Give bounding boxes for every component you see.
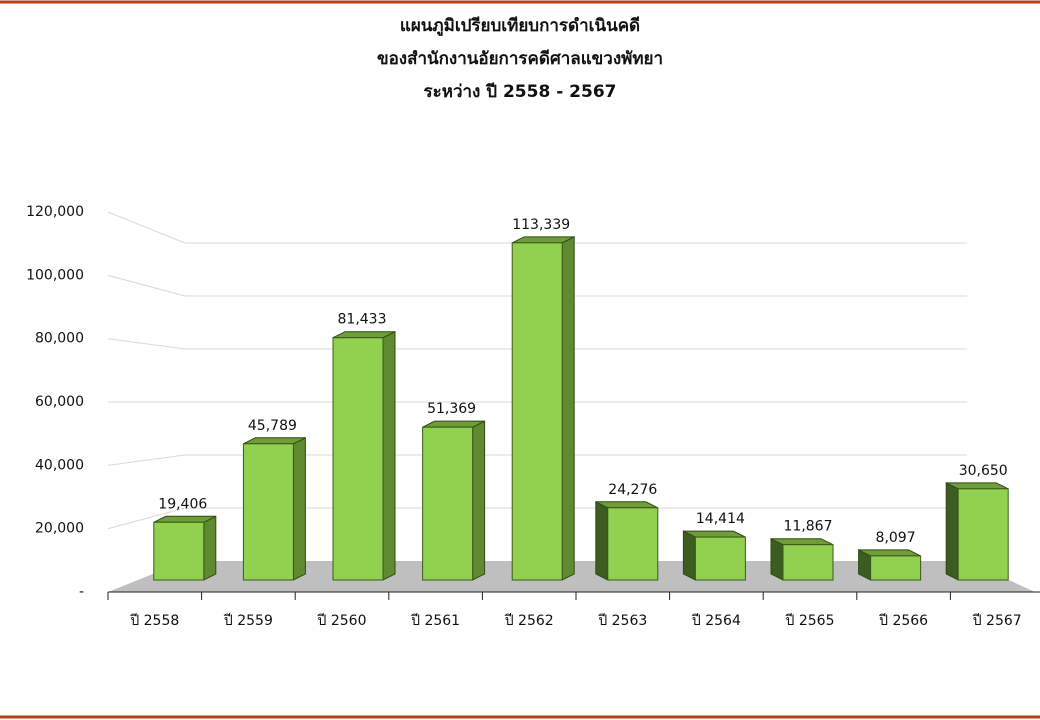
- x-tick-label: ปี 2563: [598, 613, 647, 629]
- bar-side: [292, 436, 306, 581]
- bar: [870, 555, 922, 581]
- grid-line: [107, 211, 186, 244]
- y-tick-label: -: [79, 584, 84, 600]
- x-tick-label: ปี 2562: [504, 613, 553, 629]
- value-label: 81,433: [338, 312, 387, 328]
- y-tick-label: 40,000: [35, 457, 84, 473]
- bar-top: [770, 538, 834, 546]
- bar: [422, 426, 474, 581]
- x-tick-label: ปี 2566: [879, 613, 929, 629]
- grid-line: [107, 507, 186, 530]
- grid-line: [107, 274, 186, 297]
- bar: [607, 507, 659, 581]
- y-tick-label: 100,000: [26, 267, 84, 283]
- bar-side: [595, 500, 609, 581]
- value-label: 113,339: [512, 217, 570, 233]
- y-tick-label: 80,000: [35, 331, 84, 347]
- bar: [332, 337, 384, 581]
- bar-top: [595, 501, 659, 509]
- grid-line: [107, 338, 186, 350]
- chart-title: ของสำนักงานอัยการคดีศาลแขวงพัทยา: [377, 48, 663, 69]
- x-tick-label: ปี 2560: [317, 613, 366, 629]
- bar: [153, 521, 205, 581]
- bar-side: [472, 420, 486, 581]
- value-label: 51,369: [427, 401, 476, 417]
- bar: [242, 443, 294, 581]
- bar-top: [945, 482, 1009, 490]
- x-tick-label: ปี 2567: [972, 613, 1021, 629]
- bar: [782, 544, 834, 581]
- x-tick-label: ปี 2559: [223, 613, 272, 629]
- chart-title: ระหว่าง ปี 2558 - 2567: [423, 81, 616, 102]
- value-label: 14,414: [696, 511, 745, 527]
- bar-top: [153, 515, 217, 523]
- x-tick-label: ปี 2564: [691, 613, 741, 629]
- bar-top: [422, 420, 485, 428]
- bar-top: [243, 437, 306, 445]
- bar: [957, 488, 1009, 581]
- bar-side: [382, 330, 396, 581]
- x-tick-label: ปี 2565: [785, 613, 834, 629]
- bar-side: [945, 482, 959, 581]
- bar-top: [683, 530, 746, 538]
- bar: [694, 536, 746, 581]
- y-tick-label: 20,000: [35, 521, 84, 537]
- value-label: 19,406: [158, 496, 207, 512]
- value-label: 30,650: [959, 463, 1008, 479]
- bar-top: [511, 236, 575, 244]
- bar-top: [858, 549, 921, 557]
- x-tick-label: ปี 2561: [411, 613, 460, 629]
- title: แผนภูมิเปรียบเทียบการดำเนินคดีของสำนักงา…: [377, 15, 663, 102]
- y-tick-label: 60,000: [35, 394, 84, 410]
- bar-side: [561, 236, 575, 581]
- bar-side: [203, 515, 217, 581]
- bar: [511, 242, 563, 581]
- y-tick-label: 120,000: [26, 204, 84, 220]
- value-label: 11,867: [784, 519, 833, 535]
- x-tick-label: ปี 2558: [130, 613, 179, 629]
- value-label: 45,789: [248, 418, 297, 434]
- value-label: 8,097: [876, 530, 916, 546]
- bar-top: [332, 331, 396, 339]
- value-label: 24,276: [608, 482, 657, 498]
- bar-side: [770, 537, 784, 581]
- grid-line: [107, 454, 186, 466]
- chart-title: แผนภูมิเปรียบเทียบการดำเนินคดี: [400, 15, 640, 37]
- bar-side: [682, 530, 696, 581]
